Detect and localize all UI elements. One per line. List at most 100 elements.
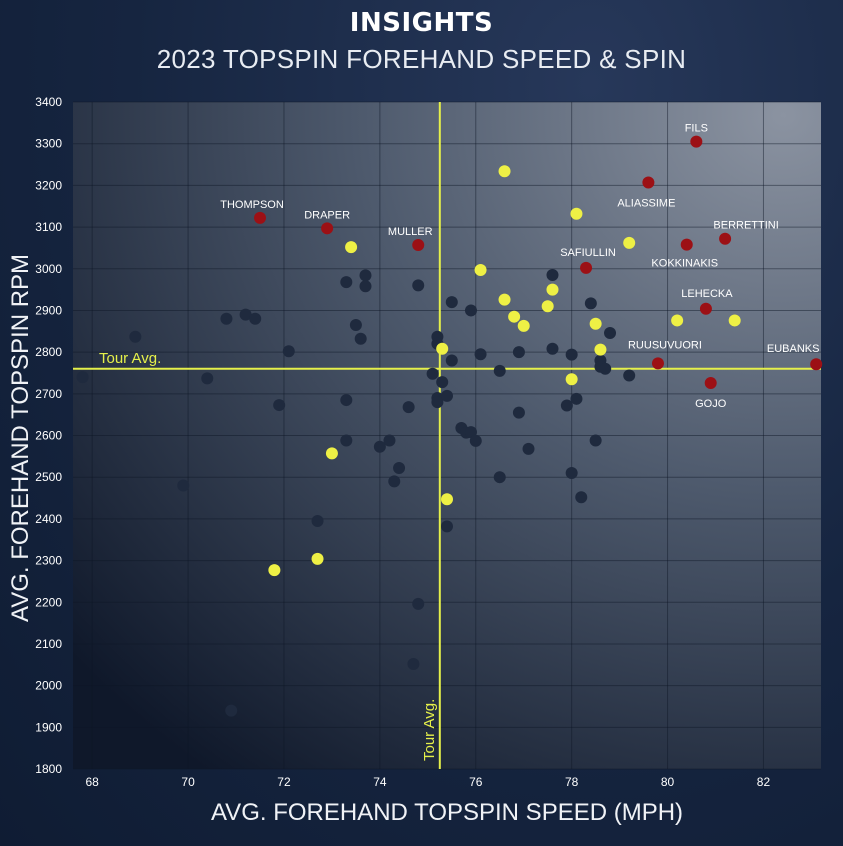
player-point bbox=[383, 434, 396, 447]
player-point bbox=[584, 297, 597, 310]
player-point bbox=[340, 276, 353, 289]
player-point bbox=[512, 406, 525, 419]
player-point bbox=[464, 304, 477, 317]
player-name-label: FILS bbox=[685, 123, 708, 135]
highlight-player-point bbox=[589, 317, 602, 330]
labeled-player-point bbox=[719, 232, 732, 245]
player-point bbox=[340, 434, 353, 447]
player-name-label: ALIASSIME bbox=[617, 197, 675, 209]
labeled-player-point bbox=[254, 211, 266, 224]
player-point bbox=[565, 467, 578, 480]
x-axis-ticks: 68 70 72 74 76 78 80 82 bbox=[85, 775, 770, 789]
player-name-label: LEHECKA bbox=[681, 288, 733, 300]
player-name-label: KOKKINAKIS bbox=[651, 258, 718, 270]
y-tick-label: 3400 bbox=[35, 95, 62, 109]
labeled-player-point bbox=[699, 302, 712, 315]
plot-area bbox=[73, 102, 821, 769]
chart-subtitle: 2023 TOPSPIN FOREHAND SPEED & SPIN bbox=[156, 44, 687, 74]
player-point bbox=[129, 330, 142, 343]
highlight-player-point bbox=[508, 310, 521, 323]
y-axis-label: AVG. FOREHAND TOPSPIN RPM bbox=[7, 254, 34, 622]
highlight-player-point bbox=[541, 300, 554, 313]
player-point bbox=[436, 376, 449, 389]
player-point bbox=[412, 597, 425, 610]
player-point bbox=[445, 296, 458, 309]
y-tick-label: 2600 bbox=[35, 429, 62, 443]
x-tick-label: 74 bbox=[373, 775, 387, 789]
player-point bbox=[474, 348, 487, 361]
player-name-label: BERRETTINI bbox=[713, 220, 778, 232]
tour-avg-rpm-label: Tour Avg. bbox=[99, 350, 161, 367]
player-point bbox=[311, 514, 324, 527]
y-tick-label: 2900 bbox=[35, 303, 62, 317]
highlight-player-point bbox=[498, 165, 511, 178]
player-name-label: GOJO bbox=[695, 398, 727, 410]
labeled-player-point bbox=[690, 135, 703, 148]
highlight-player-point bbox=[594, 343, 607, 356]
player-point bbox=[431, 396, 444, 409]
highlight-player-point bbox=[345, 241, 358, 254]
y-tick-label: 2500 bbox=[35, 470, 62, 484]
y-tick-label: 3100 bbox=[35, 220, 62, 234]
highlight-player-point bbox=[325, 447, 338, 460]
x-tick-label: 78 bbox=[565, 775, 579, 789]
x-axis-label: AVG. FOREHAND TOPSPIN SPEED (MPH) bbox=[211, 799, 683, 826]
player-point bbox=[340, 394, 353, 407]
y-tick-label: 2000 bbox=[35, 679, 62, 693]
player-point bbox=[177, 479, 190, 492]
player-point bbox=[373, 440, 386, 453]
player-point bbox=[201, 372, 214, 385]
player-point bbox=[273, 399, 286, 412]
player-point bbox=[546, 342, 559, 355]
player-point bbox=[575, 491, 588, 504]
highlight-player-point bbox=[498, 293, 511, 306]
labeled-player-point bbox=[680, 238, 693, 251]
player-point bbox=[359, 280, 372, 293]
player-point bbox=[407, 657, 420, 670]
x-tick-label: 70 bbox=[181, 775, 195, 789]
player-point bbox=[599, 362, 612, 375]
y-tick-label: 2700 bbox=[35, 387, 62, 401]
labeled-player-point bbox=[321, 222, 334, 235]
x-tick-label: 68 bbox=[85, 775, 99, 789]
player-name-label: THOMPSON bbox=[220, 199, 284, 211]
highlight-player-point bbox=[517, 319, 530, 332]
labeled-player-point bbox=[651, 357, 664, 370]
player-point bbox=[441, 520, 453, 533]
tour-average-lines: Tour Avg. Tour Avg. bbox=[73, 102, 821, 769]
player-point bbox=[426, 367, 439, 380]
player-point bbox=[464, 426, 477, 439]
x-tick-label: 82 bbox=[757, 775, 771, 789]
y-tick-label: 2100 bbox=[35, 637, 62, 651]
highlight-player-point bbox=[728, 314, 741, 327]
highlight-player-point bbox=[436, 342, 449, 355]
player-point bbox=[349, 319, 362, 332]
player-name-label: SAFIULLIN bbox=[560, 247, 616, 259]
highlight-player-point bbox=[546, 283, 559, 296]
labeled-player-point bbox=[580, 261, 593, 274]
player-point bbox=[522, 442, 535, 455]
page-title: INSIGHTS bbox=[349, 8, 494, 38]
y-tick-label: 3300 bbox=[35, 137, 62, 151]
y-tick-label: 3200 bbox=[35, 178, 62, 192]
player-point bbox=[589, 434, 602, 447]
y-tick-label: 2800 bbox=[35, 345, 62, 359]
player-labels: FILS ALIASSIME THOMPSON DRAPER MULLER BERRETT… bbox=[220, 123, 819, 410]
player-point bbox=[512, 346, 525, 359]
y-tick-label: 3000 bbox=[35, 262, 62, 276]
player-point bbox=[220, 312, 233, 325]
y-axis-ticks: 1800 1900 2000 2100 2200 2300 2400 2500 2600 2700… bbox=[35, 95, 62, 776]
player-point bbox=[445, 354, 458, 367]
player-point bbox=[76, 371, 89, 384]
highlight-player-point bbox=[623, 236, 636, 249]
highlight-player-point bbox=[311, 552, 324, 565]
highlight-player-point bbox=[565, 373, 578, 386]
x-tick-label: 76 bbox=[469, 775, 483, 789]
x-tick-label: 72 bbox=[277, 775, 291, 789]
player-point bbox=[354, 332, 367, 345]
player-point bbox=[388, 475, 401, 488]
y-tick-label: 2400 bbox=[35, 512, 62, 526]
y-tick-label: 1800 bbox=[35, 762, 62, 776]
data-points bbox=[76, 135, 823, 717]
y-tick-label: 2300 bbox=[35, 554, 62, 568]
